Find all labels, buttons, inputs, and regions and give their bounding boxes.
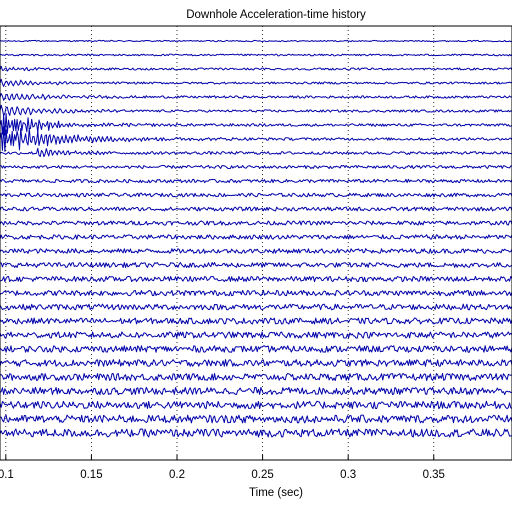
trace-29-line <box>0 428 512 438</box>
trace-1-line <box>0 39 512 43</box>
trace-11-line <box>0 178 512 184</box>
trace-4-line <box>0 78 512 87</box>
trace-22-line <box>0 331 512 339</box>
chart-title: Downhole Acceleration-time history <box>186 9 366 21</box>
trace-26-line <box>0 386 512 396</box>
x-tick-label: 0.15 <box>80 469 102 481</box>
x-axis-label: Time (sec) <box>249 487 303 499</box>
x-tick-label: 0.25 <box>251 469 273 481</box>
x-tick-label: 0.3 <box>340 469 356 481</box>
trace-21-line <box>0 317 512 325</box>
trace-3-line <box>0 65 512 72</box>
trace-23-line <box>0 345 512 353</box>
trace-9-line <box>0 147 512 158</box>
x-tick-label: 0.35 <box>423 469 445 481</box>
trace-13-line <box>0 206 512 212</box>
trace-27-line <box>0 400 512 410</box>
trace-20-line <box>0 303 512 311</box>
trace-16-line <box>0 248 512 254</box>
trace-14-line <box>0 220 512 226</box>
trace-7-line <box>0 113 512 136</box>
trace-15-line <box>0 234 512 240</box>
trace-19-line <box>0 289 512 297</box>
trace-5-line <box>0 93 512 101</box>
trace-25-line <box>0 372 512 381</box>
x-axis-ticks: 0.1 0.15 0.2 0.25 0.3 0.35 <box>0 455 445 481</box>
trace-24-line <box>0 359 512 367</box>
trace-18-line <box>0 275 512 283</box>
trace-12-line <box>0 192 512 198</box>
plot-frame <box>0 25 512 461</box>
trace-17-line <box>0 262 512 268</box>
trace-2-line <box>0 53 512 57</box>
traces <box>0 39 512 438</box>
x-tick-label: 0.1 <box>0 469 14 481</box>
x-grid <box>5 26 435 460</box>
trace-10-line <box>0 164 512 170</box>
trace-28-line <box>0 414 512 424</box>
trace-6-line <box>0 104 512 117</box>
x-tick-label: 0.2 <box>169 469 185 481</box>
trace-8-line <box>0 126 512 152</box>
